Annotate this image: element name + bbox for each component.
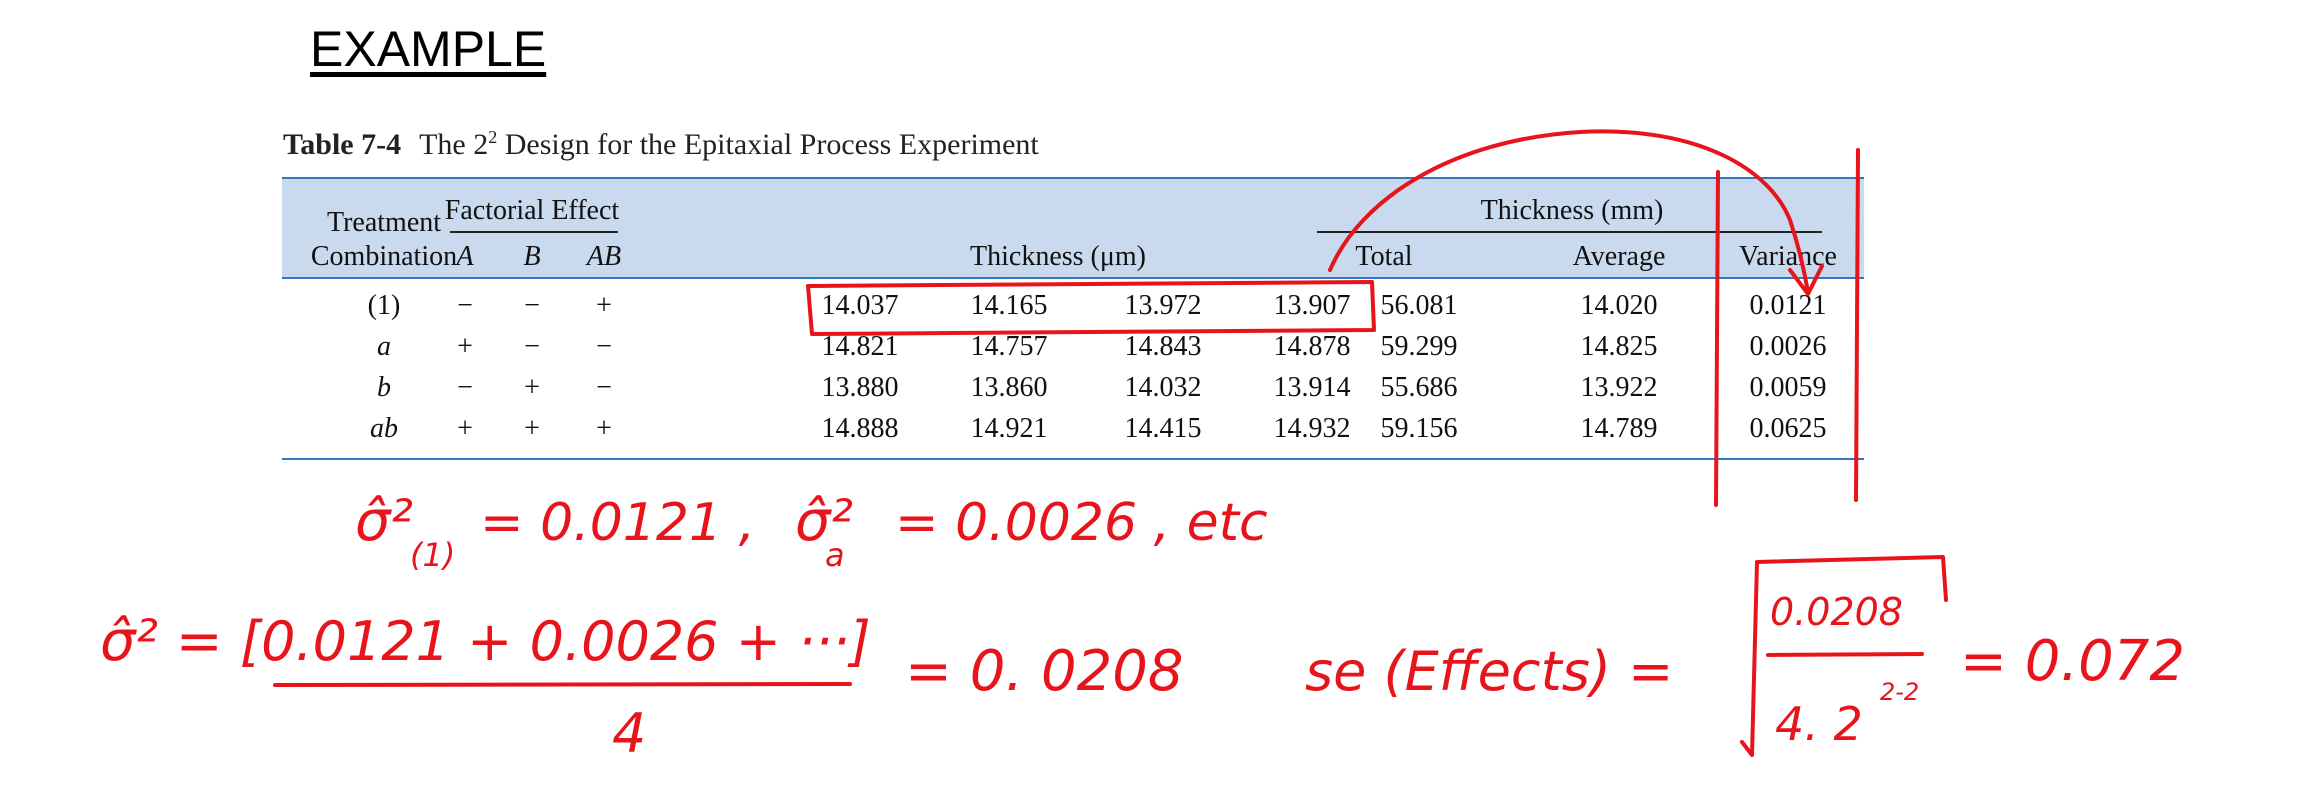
highlight-box bbox=[806, 280, 1376, 336]
caption-title-pre: The 2 bbox=[419, 128, 489, 161]
cell-total: 59.299 bbox=[1380, 331, 1458, 362]
annot-numerator: [0.0121 + 0.0026 + ···] bbox=[240, 610, 871, 673]
cell-a: + bbox=[457, 331, 473, 362]
page-heading: EXAMPLE bbox=[310, 21, 547, 77]
annot-se-result: = 0.072 bbox=[1960, 629, 2185, 694]
cell-b: + bbox=[524, 413, 540, 444]
cell-thickness-3: 14.032 bbox=[1124, 372, 1202, 403]
cell-thickness-4: 13.907 bbox=[1273, 290, 1351, 321]
cell-b: − bbox=[524, 290, 540, 321]
header-treatment-line1: Treatment bbox=[326, 207, 442, 238]
annot-sigma-2: σ̂² bbox=[795, 489, 853, 554]
header-total: Total bbox=[1355, 241, 1413, 272]
cell-thickness-4: 14.878 bbox=[1273, 331, 1351, 362]
arrowhead bbox=[1788, 264, 1824, 296]
cell-average: 13.922 bbox=[1580, 372, 1658, 403]
annot-eq-2: = 0.0026 , etc bbox=[895, 493, 1268, 553]
variance-left-line bbox=[1714, 170, 1720, 507]
cell-variance: 0.0121 bbox=[1749, 290, 1827, 321]
cell-treatment: a bbox=[377, 331, 391, 362]
cell-thickness-2: 14.757 bbox=[970, 331, 1048, 362]
cell-b: + bbox=[524, 372, 540, 403]
header-factorial-effect: Factorial Effect bbox=[444, 195, 620, 226]
annot-pooled-sigma: σ̂² = bbox=[100, 609, 223, 674]
cell-thickness-2: 14.921 bbox=[970, 413, 1048, 444]
annot-pooled-result: = 0. 0208 bbox=[905, 639, 1183, 704]
cell-thickness-3: 14.843 bbox=[1124, 331, 1202, 362]
cell-total: 56.081 bbox=[1380, 290, 1458, 321]
variance-right-line bbox=[1854, 148, 1860, 502]
annot-se-numerator: 0.0208 bbox=[1770, 590, 1903, 634]
cell-ab: − bbox=[596, 372, 612, 403]
annot-eq-1: = 0.0121 , bbox=[480, 493, 755, 553]
cell-thickness-1: 14.037 bbox=[821, 290, 899, 321]
annot-sigma-1: σ̂² bbox=[355, 489, 413, 554]
cell-ab: + bbox=[596, 290, 612, 321]
table-caption: Table 7-4 The 22 Design for the Epitaxial… bbox=[283, 127, 1039, 162]
cell-average: 14.020 bbox=[1580, 290, 1658, 321]
cell-thickness-3: 14.415 bbox=[1124, 413, 1202, 444]
cell-average: 14.825 bbox=[1580, 331, 1658, 362]
cell-variance: 0.0625 bbox=[1749, 413, 1827, 444]
cell-treatment: b bbox=[377, 372, 391, 403]
cell-ab: − bbox=[596, 331, 612, 362]
annot-sub-2: a bbox=[825, 536, 845, 574]
cell-a: + bbox=[457, 413, 473, 444]
cell-a: − bbox=[457, 372, 473, 403]
header-factor-ab: AB bbox=[586, 241, 622, 272]
header-thickness-mm: Thickness (mm) bbox=[1480, 195, 1664, 226]
cell-total: 59.156 bbox=[1380, 413, 1458, 444]
factorial-effect-rule bbox=[450, 231, 618, 233]
table-header-band bbox=[282, 177, 1864, 279]
header-thickness-um: Thickness (μm) bbox=[970, 241, 1146, 272]
cell-treatment: (1) bbox=[367, 290, 401, 321]
cell-a: − bbox=[457, 290, 473, 321]
caption-title-sup: 2 bbox=[488, 127, 498, 147]
header-factor-b: B bbox=[523, 241, 541, 272]
cell-b: − bbox=[524, 331, 540, 362]
cell-thickness-1: 14.888 bbox=[821, 413, 899, 444]
caption-title-post: Design for the Epitaxial Process Experim… bbox=[497, 128, 1039, 161]
cell-variance: 0.0026 bbox=[1749, 331, 1827, 362]
annot-se-label: se (Effects) = bbox=[1305, 640, 1673, 703]
annot-sub-1: (1) bbox=[410, 536, 455, 574]
cell-thickness-4: 13.914 bbox=[1273, 372, 1351, 403]
header-treatment-line2: Combination bbox=[310, 241, 458, 272]
cell-thickness-4: 14.932 bbox=[1273, 413, 1351, 444]
cell-variance: 0.0059 bbox=[1749, 372, 1827, 403]
annot-se-exponent: 2-2 bbox=[1880, 678, 1919, 706]
header-rule bbox=[282, 277, 1864, 279]
design-table: Treatment Combination Factorial Effect A… bbox=[282, 177, 1864, 460]
caption-label: Table 7-4 bbox=[283, 128, 402, 161]
cell-thickness-1: 13.880 bbox=[821, 372, 899, 403]
fraction-bar bbox=[273, 682, 852, 687]
header-factor-a: A bbox=[456, 241, 474, 272]
cell-thickness-2: 13.860 bbox=[970, 372, 1048, 403]
cell-thickness-1: 14.821 bbox=[821, 331, 899, 362]
sqrt-sign bbox=[1740, 555, 1948, 757]
header-average: Average bbox=[1572, 241, 1666, 272]
cell-thickness-2: 14.165 bbox=[970, 290, 1048, 321]
cell-average: 14.789 bbox=[1580, 413, 1658, 444]
arrow-curve bbox=[1328, 129, 1810, 294]
cell-total: 55.686 bbox=[1380, 372, 1458, 403]
cell-thickness-3: 13.972 bbox=[1124, 290, 1202, 321]
bottom-rule bbox=[282, 458, 1864, 460]
annot-denominator: 4 bbox=[612, 702, 646, 765]
annot-se-denominator: 4. 2 bbox=[1775, 697, 1863, 751]
cell-ab: + bbox=[596, 413, 612, 444]
se-fraction-bar bbox=[1766, 652, 1924, 657]
thickness-mm-rule bbox=[1317, 231, 1822, 233]
cell-treatment: ab bbox=[370, 413, 398, 444]
